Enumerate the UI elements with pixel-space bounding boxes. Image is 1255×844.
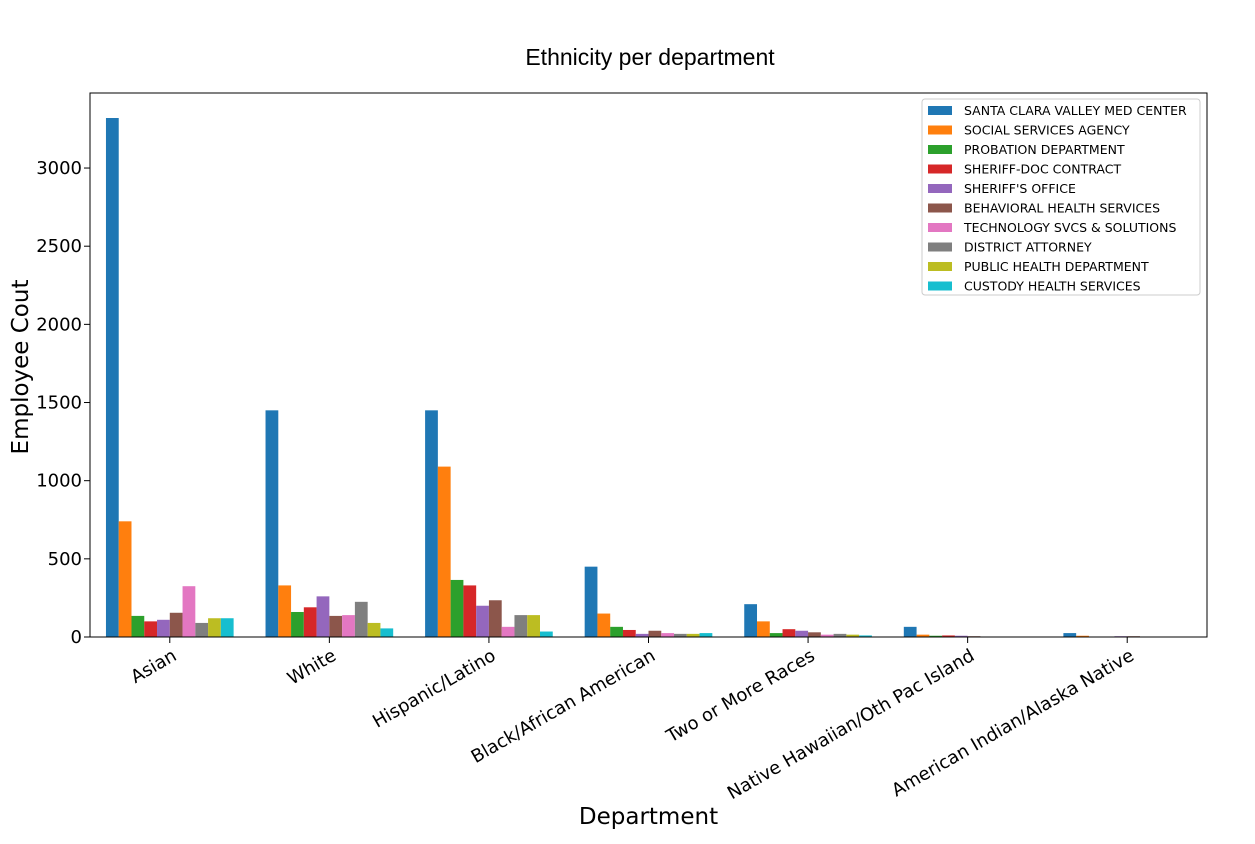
bar — [157, 619, 170, 637]
bar — [808, 632, 821, 637]
bar — [342, 615, 355, 637]
bar — [291, 611, 304, 637]
bar — [795, 630, 809, 637]
chart-title: Ethnicity per department — [525, 44, 775, 70]
bar — [131, 615, 145, 637]
bar — [1076, 635, 1089, 637]
y-axis: 0 500 1000 1500 2000 2500 3000 — [36, 158, 90, 648]
bar — [757, 621, 770, 637]
bar — [380, 628, 394, 637]
bar — [584, 566, 598, 637]
bar — [674, 633, 687, 637]
bar — [118, 521, 132, 637]
bar — [354, 601, 368, 637]
bar — [316, 596, 330, 637]
bar — [954, 635, 968, 637]
legend-item-label: DISTRICT ATTORNEY — [964, 240, 1092, 255]
y-tick-label: 1500 — [36, 393, 82, 414]
x-axis-label: Department — [579, 804, 718, 830]
bar — [488, 600, 502, 637]
bar — [942, 635, 955, 637]
y-tick-label: 3000 — [36, 158, 82, 179]
y-tick-label: 500 — [48, 549, 82, 570]
legend-swatch — [928, 223, 952, 232]
bar — [265, 410, 279, 637]
bar — [846, 634, 860, 637]
bar — [539, 631, 553, 637]
y-tick-label: 0 — [71, 627, 82, 648]
bar — [182, 586, 196, 637]
bar — [597, 613, 611, 637]
legend-item-label: TECHNOLOGY SVCS & SOLUTIONS — [963, 220, 1176, 235]
y-axis-label: Employee Cout — [8, 280, 34, 455]
legend-swatch — [928, 281, 952, 291]
bar — [220, 618, 234, 637]
bar — [476, 605, 489, 637]
bar — [820, 634, 834, 637]
bar — [329, 615, 343, 637]
bar — [782, 629, 796, 637]
legend-swatch — [928, 262, 952, 271]
x-tick-label: Asian — [127, 645, 180, 688]
legend-swatch — [928, 164, 952, 174]
bar — [744, 604, 758, 637]
bar — [208, 618, 221, 637]
legend-item-label: PROBATION DEPARTMENT — [964, 142, 1125, 157]
bar — [903, 626, 917, 637]
x-tick-label: Native Hawaiian/Oth Pac Island — [724, 645, 978, 804]
bar — [769, 633, 783, 637]
legend-item-label: SOCIAL SERVICES AGENCY — [964, 123, 1130, 138]
bar — [437, 466, 451, 637]
bar — [699, 633, 713, 637]
x-tick-label: Hispanic/Latino — [369, 645, 499, 732]
legend-swatch — [928, 145, 952, 154]
bar — [916, 634, 930, 637]
legend-item-label: SANTA CLARA VALLEY MED CENTER — [964, 103, 1187, 118]
bar — [169, 612, 183, 637]
legend-item-label: SHERIFF'S OFFICE — [964, 181, 1076, 196]
bar — [144, 621, 158, 637]
bar — [648, 630, 662, 637]
y-tick-label: 2500 — [36, 236, 82, 257]
bar — [303, 607, 317, 637]
bar — [463, 585, 477, 637]
bar — [425, 410, 438, 637]
legend-box — [921, 98, 1201, 296]
bar — [278, 585, 292, 637]
bar — [105, 118, 119, 637]
legend-swatch — [928, 184, 952, 193]
bar — [610, 626, 623, 637]
legend-item-label: PUBLIC HEALTH DEPARTMENT — [964, 259, 1149, 274]
bar — [514, 615, 528, 637]
legend-swatch — [928, 203, 952, 213]
legend-item-label: CUSTODY HEALTH SERVICES — [964, 279, 1141, 294]
x-tick-label: Two or More Races — [662, 645, 818, 747]
bar — [686, 633, 700, 637]
bar — [367, 622, 381, 637]
bar — [450, 579, 464, 637]
legend-item-label: BEHAVIORAL HEALTH SERVICES — [964, 201, 1160, 216]
y-tick-label: 2000 — [36, 314, 82, 335]
bar — [661, 633, 675, 637]
bar — [1063, 633, 1077, 637]
bar — [501, 626, 515, 637]
legend-item-label: SHERIFF-DOC CONTRACT — [964, 162, 1121, 177]
y-tick-label: 1000 — [36, 471, 82, 492]
legend-swatch — [928, 106, 952, 115]
legend-swatch — [928, 242, 952, 252]
bar — [859, 635, 872, 637]
bars-group — [105, 118, 1192, 637]
bar — [527, 615, 540, 637]
x-tick-label: White — [284, 645, 340, 689]
bar — [195, 622, 209, 637]
legend: SANTA CLARA VALLEY MED CENTER SOCIAL SERV… — [921, 98, 1201, 296]
bar — [929, 635, 943, 637]
bar — [635, 633, 649, 637]
bar — [833, 633, 847, 637]
legend-swatch — [928, 125, 952, 135]
bar — [622, 629, 636, 637]
